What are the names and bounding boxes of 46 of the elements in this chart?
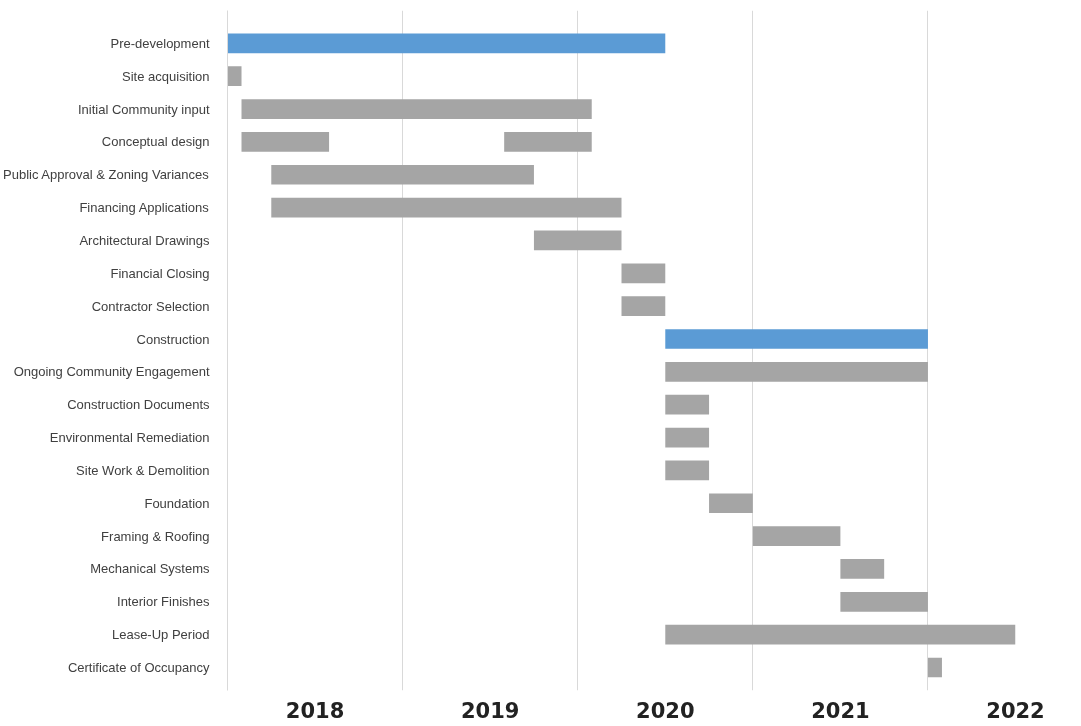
bar xyxy=(504,132,592,152)
bar xyxy=(227,33,666,54)
bar xyxy=(271,197,622,218)
y-tick-label: Financing Applications xyxy=(79,200,210,216)
bar xyxy=(241,99,592,119)
y-tick-label: Architectural Drawings xyxy=(79,232,210,248)
y-tick-label: Construction Documents xyxy=(67,397,210,413)
x-tick-label: 2019 xyxy=(460,698,520,723)
bar xyxy=(665,362,928,382)
y-tick-label: Site acquisition xyxy=(122,68,210,84)
bar xyxy=(241,132,330,152)
bar xyxy=(665,427,710,448)
y-tick-label: Mechanical Systems xyxy=(90,561,210,577)
x-tick-label: 2021 xyxy=(811,698,870,723)
bar xyxy=(621,296,666,317)
bar xyxy=(665,394,710,415)
x-tick-label: 2018 xyxy=(285,698,345,723)
bar xyxy=(927,657,942,678)
bar xyxy=(709,493,753,514)
y-tick-label: Contractor Selection xyxy=(91,298,210,314)
bar xyxy=(752,526,841,546)
y-tick-label: Certificate of Occupancy xyxy=(67,660,210,675)
bar xyxy=(621,263,666,284)
y-tick-label: Environmental Remediation xyxy=(49,430,210,446)
y-tick-label: Framing & Roofing xyxy=(101,528,210,544)
y-tick-label: Site Work & Demolition xyxy=(76,462,210,478)
bar xyxy=(665,329,928,349)
y-tick-label: Conceptual design xyxy=(101,134,210,150)
bar xyxy=(840,559,885,579)
bar xyxy=(665,624,1016,645)
y-tick-label: Public Approval & Zoning Variances xyxy=(3,167,210,183)
y-tick-label: Construction xyxy=(136,331,210,347)
bar xyxy=(533,230,622,251)
bar xyxy=(840,591,928,612)
y-tick-label: Pre-development xyxy=(110,35,210,51)
y-tick-label: Foundation xyxy=(144,495,210,511)
x-tick-label: 2020 xyxy=(636,698,695,723)
x-tick-label: 2022 xyxy=(986,698,1045,723)
bar xyxy=(227,66,242,87)
bar xyxy=(665,460,710,481)
y-tick-label: Financial Closing xyxy=(110,265,210,281)
y-tick-label: Lease-Up Period xyxy=(111,627,210,643)
y-tick-label: Interior Finishes xyxy=(117,594,210,610)
bar xyxy=(271,164,534,185)
y-tick-label: Ongoing Community Engagement xyxy=(13,364,210,380)
y-tick-label: Initial Community input xyxy=(78,101,210,117)
